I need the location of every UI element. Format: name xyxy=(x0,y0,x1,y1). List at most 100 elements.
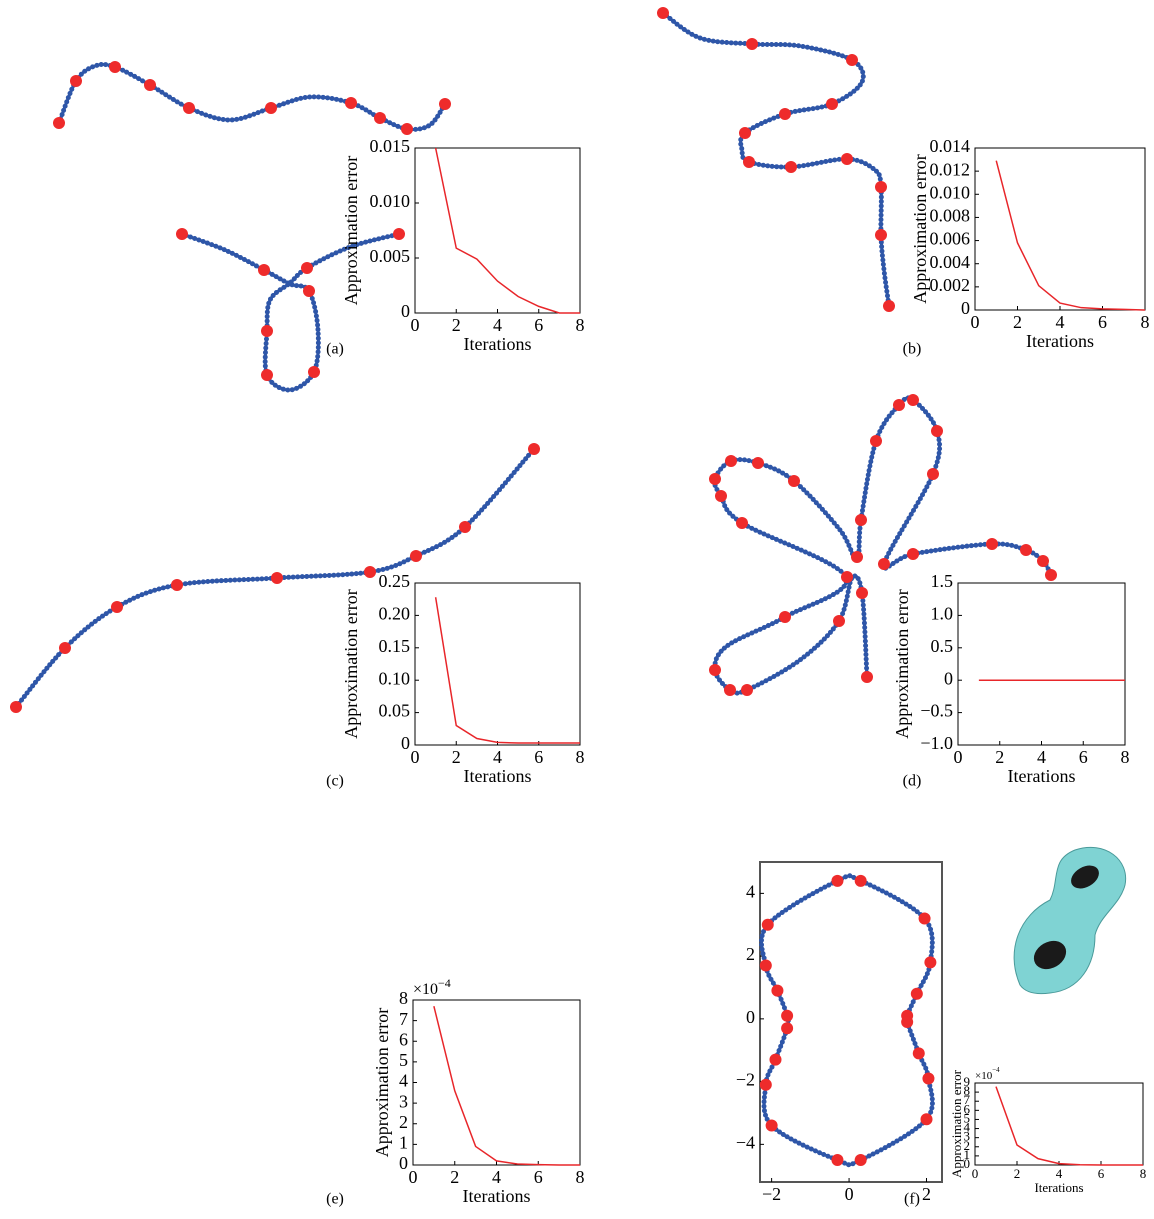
control-point xyxy=(393,228,405,240)
control-point xyxy=(907,548,919,560)
x-tick-label: 8 xyxy=(576,1167,585,1187)
y-tick-label: 0.10 xyxy=(379,668,411,688)
x-tick-label: 4 xyxy=(493,747,502,767)
control-point xyxy=(831,1154,843,1166)
y-tick-label: 0 xyxy=(961,298,970,318)
control-point xyxy=(183,102,195,114)
x-tick-label: 0 xyxy=(971,312,980,332)
control-point xyxy=(528,443,540,455)
control-point xyxy=(743,156,755,168)
y-tick-label: 3 xyxy=(399,1091,408,1111)
control-point xyxy=(922,1072,934,1084)
y-tick-label: 0.006 xyxy=(930,229,971,249)
axis-multiplier: ×10−4 xyxy=(975,1066,1000,1082)
control-point xyxy=(364,566,376,578)
y-tick-label: 0.008 xyxy=(930,206,971,226)
control-point xyxy=(760,960,772,972)
y-tick-label: 9 xyxy=(964,1074,971,1089)
y-tick-label: 0.002 xyxy=(930,275,971,295)
control-point xyxy=(109,61,121,73)
y-tick-label: 0.010 xyxy=(930,182,971,202)
control-point xyxy=(657,7,669,19)
curve-beads xyxy=(182,234,399,390)
control-point xyxy=(725,455,737,467)
y-tick-label: 0.05 xyxy=(379,701,411,721)
y-tick-label: 4 xyxy=(399,1071,408,1091)
control-point xyxy=(841,571,853,583)
x-tick-label: 6 xyxy=(534,1167,543,1187)
y-axis-label: Approximation error xyxy=(949,1069,964,1178)
curve-a xyxy=(53,61,451,135)
control-point xyxy=(709,664,721,676)
x-tick-label: 4 xyxy=(1056,1166,1063,1181)
y-tick-label: 0.010 xyxy=(370,191,411,211)
control-point xyxy=(893,399,905,411)
control-point xyxy=(261,325,273,337)
y-tick-label: 8 xyxy=(399,988,408,1008)
control-point xyxy=(907,394,919,406)
y-tick-label: 0 xyxy=(746,1007,755,1027)
x-tick-label: 2 xyxy=(1014,1166,1021,1181)
x-tick-label: 2 xyxy=(452,747,461,767)
figure: 0246800.0050.0100.015IterationsApproxima… xyxy=(0,0,1154,1219)
error-line xyxy=(436,148,580,313)
control-point xyxy=(53,117,65,129)
control-point xyxy=(875,181,887,193)
x-tick-label: 0 xyxy=(954,747,963,767)
x-tick-label: 4 xyxy=(1056,312,1065,332)
x-tick-label: 6 xyxy=(1098,312,1107,332)
control-point xyxy=(171,579,183,591)
control-point xyxy=(741,684,753,696)
y-tick-label: 0.15 xyxy=(379,636,411,656)
control-point xyxy=(410,550,422,562)
x-tick-label: 4 xyxy=(493,315,502,335)
control-point xyxy=(176,228,188,240)
y-tick-label: −0.5 xyxy=(920,701,953,721)
control-point xyxy=(760,1079,772,1091)
genus-two-surface xyxy=(1014,847,1126,993)
x-tick-label: 4 xyxy=(1037,747,1046,767)
control-point xyxy=(769,1054,781,1066)
x-tick-label: 0 xyxy=(411,747,420,767)
control-point xyxy=(261,369,273,381)
plot-frame xyxy=(415,583,580,745)
control-point xyxy=(1020,544,1032,556)
y-tick-label: 6 xyxy=(399,1029,408,1049)
control-point xyxy=(271,572,283,584)
error-line xyxy=(434,1006,580,1165)
control-point xyxy=(846,54,858,66)
y-tick-label: 0 xyxy=(401,733,410,753)
control-point xyxy=(736,517,748,529)
control-point xyxy=(258,264,270,276)
y-axis-label: Approximation error xyxy=(372,1008,392,1157)
x-tick-label: 6 xyxy=(1079,747,1088,767)
x-tick-label: 6 xyxy=(534,747,543,767)
control-point xyxy=(841,153,853,165)
control-point xyxy=(875,229,887,241)
control-point xyxy=(856,587,868,599)
x-tick-label: 8 xyxy=(576,315,585,335)
y-tick-label: 2 xyxy=(399,1112,408,1132)
x-tick-label: 2 xyxy=(452,315,461,335)
control-point xyxy=(855,1154,867,1166)
y-tick-label: 1.0 xyxy=(931,604,954,624)
control-point xyxy=(855,514,867,526)
control-point xyxy=(59,642,71,654)
control-point xyxy=(752,457,764,469)
error-line xyxy=(996,1087,1143,1165)
panel-caption: (c) xyxy=(326,773,344,790)
multiplier-base: ×10 xyxy=(413,981,438,998)
x-tick-label: 2 xyxy=(922,1184,931,1204)
control-point xyxy=(921,1113,933,1125)
control-point xyxy=(826,98,838,110)
control-point xyxy=(851,551,863,563)
x-tick-label: 8 xyxy=(1141,312,1150,332)
control-point xyxy=(10,701,22,713)
x-tick-label: 2 xyxy=(450,1167,459,1187)
x-tick-label: 0 xyxy=(409,1167,418,1187)
control-point xyxy=(459,521,471,533)
error-line xyxy=(436,597,580,743)
control-point xyxy=(931,425,943,437)
y-tick-label: 1.5 xyxy=(931,571,954,591)
control-point xyxy=(265,102,277,114)
